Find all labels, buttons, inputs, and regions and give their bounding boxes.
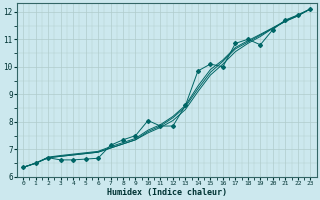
X-axis label: Humidex (Indice chaleur): Humidex (Indice chaleur) [107, 188, 227, 197]
